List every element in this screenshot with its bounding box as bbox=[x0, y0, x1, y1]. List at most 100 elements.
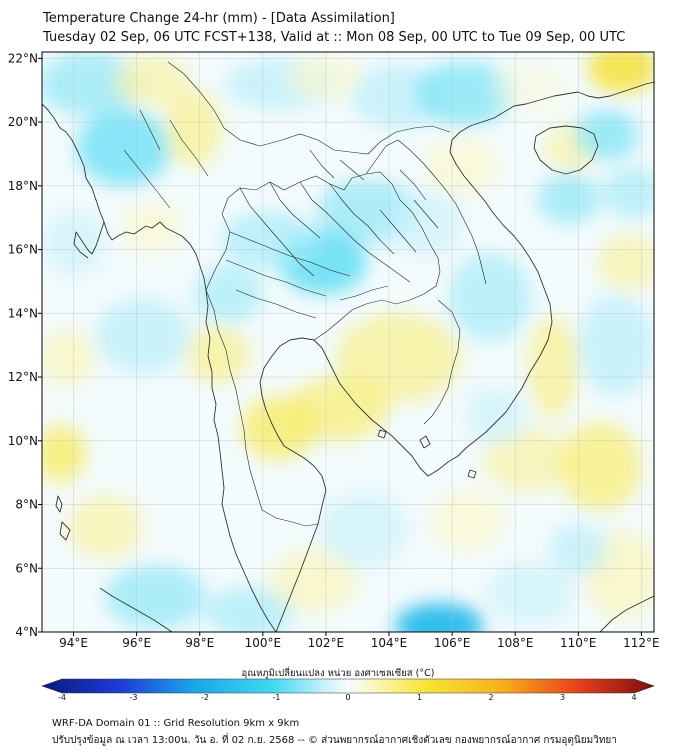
borders bbox=[123, 61, 487, 527]
anomaly-blob bbox=[597, 233, 654, 292]
coastline-con-dao bbox=[467, 469, 477, 479]
province-lines-central bbox=[225, 231, 351, 319]
anomaly-blob bbox=[76, 109, 172, 186]
border-thailand-malaysia bbox=[261, 509, 319, 527]
border-cambodia bbox=[423, 299, 461, 425]
lon-tick-label: 100°E bbox=[245, 636, 282, 650]
lat-tick-label: 8°N bbox=[15, 498, 38, 512]
anomaly-blob bbox=[537, 173, 601, 225]
colorbar-label: อุณหภูมิเปลี่ยนแปลง หน่วย องศาเซลเซียส (… bbox=[241, 668, 435, 679]
coastline-irrawaddy-delta bbox=[73, 221, 105, 259]
anomaly-blob bbox=[42, 52, 140, 116]
anomaly-blob bbox=[105, 565, 207, 629]
colorbar: -4 -3 -2 -1 0 1 2 3 4 bbox=[41, 678, 655, 702]
province-lines-laos bbox=[309, 149, 439, 229]
province-lines-myanmar bbox=[123, 109, 209, 209]
coastlines bbox=[42, 81, 654, 632]
lon-tick-label: 110°E bbox=[560, 636, 597, 650]
anomaly-blob bbox=[319, 491, 408, 569]
lat-tick-label: 12°N bbox=[8, 370, 38, 384]
anomaly-blob bbox=[486, 561, 576, 626]
lat-tick-label: 4°N bbox=[15, 625, 38, 639]
anomaly-blob bbox=[559, 421, 642, 511]
coastline-andaman-2 bbox=[59, 521, 71, 541]
anomaly-blob bbox=[206, 587, 295, 632]
colorbar-tick-label: 0 bbox=[345, 693, 350, 702]
lat-tick-label: 6°N bbox=[15, 561, 38, 575]
lon-tick-label: 104°E bbox=[371, 636, 408, 650]
lon-tick-label: 96°E bbox=[122, 636, 151, 650]
anomaly-blob bbox=[493, 61, 569, 113]
lat-tick-label: 22°N bbox=[8, 51, 38, 65]
anomaly-blob bbox=[335, 313, 462, 403]
lon-tick-label: 98°E bbox=[185, 636, 214, 650]
temperature-map: 22°N 20°N 18°N 16°N 14°N 12°N 10°N 8°N 6°N 4°N 94… bbox=[8, 51, 660, 702]
anomaly-blob bbox=[221, 211, 317, 269]
anomaly-blob bbox=[42, 329, 96, 387]
lon-tick-label: 102°E bbox=[308, 636, 345, 650]
anomaly-blob bbox=[430, 488, 506, 553]
anomaly-blob bbox=[42, 424, 87, 483]
colorbar-gradient bbox=[41, 678, 655, 694]
lon-tick-label: 112°E bbox=[623, 636, 660, 650]
map-title: Temperature Change 24-hr (mm) - [Data As… bbox=[43, 11, 395, 26]
footer-update-info: ปรับปรุงข้อมูล ณ เวลา 13:00น. วัน อ. ที่… bbox=[52, 735, 617, 746]
border-laos-vietnam bbox=[365, 139, 487, 285]
map-frame bbox=[41, 51, 655, 633]
anomaly-blob bbox=[395, 603, 484, 632]
colorbar-tick-label: -4 bbox=[58, 693, 66, 702]
coastline-sumatra bbox=[99, 587, 173, 632]
anomaly-blob bbox=[448, 252, 531, 342]
anomaly-blob bbox=[587, 52, 654, 94]
latitude-labels: 22°N 20°N 18°N 16°N 14°N 12°N 10°N 8°N 6°N 4°N bbox=[8, 51, 42, 639]
colorbar-ticks: -4 -3 -2 -1 0 1 2 3 4 bbox=[58, 693, 637, 702]
colorbar-tick-label: 4 bbox=[631, 693, 636, 702]
footer-model-info: WRF-DA Domain 01 :: Grid Resolution 9km … bbox=[52, 718, 300, 729]
coastline-borneo bbox=[599, 595, 654, 632]
anomaly-blob bbox=[603, 166, 654, 218]
anomaly-blob bbox=[95, 297, 191, 374]
anomaly-blob bbox=[389, 192, 465, 256]
lat-tick-label: 10°N bbox=[8, 434, 38, 448]
coastline-gulf-thailand bbox=[259, 81, 654, 632]
map-subtitle: Tuesday 02 Sep, 06 UTC FCST+138, Valid a… bbox=[43, 30, 626, 45]
lat-tick-label: 14°N bbox=[8, 306, 38, 320]
coastline-gulf-islands bbox=[377, 429, 387, 439]
anomaly-field bbox=[42, 52, 654, 632]
province-lines-east bbox=[339, 209, 417, 301]
border-myanmar-thailand bbox=[205, 289, 263, 511]
province-lines-north bbox=[239, 181, 395, 277]
lon-tick-label: 94°E bbox=[59, 636, 88, 650]
anomaly-blob bbox=[464, 386, 528, 444]
anomaly-blob bbox=[269, 549, 358, 613]
lat-tick-label: 18°N bbox=[8, 179, 38, 193]
lat-tick-label: 16°N bbox=[8, 243, 38, 257]
anomaly-blob bbox=[483, 428, 572, 492]
colorbar-tick-label: -1 bbox=[273, 693, 281, 702]
anomaly-blob bbox=[114, 55, 191, 107]
anomaly-blob bbox=[240, 396, 317, 460]
coastline-andaman-1 bbox=[55, 495, 63, 513]
colorbar-tick-label: 2 bbox=[488, 693, 493, 702]
lon-tick-label: 106°E bbox=[434, 636, 471, 650]
colorbar-tick-label: 3 bbox=[560, 693, 565, 702]
anomaly-blob bbox=[527, 316, 579, 419]
coastline-myanmar-west bbox=[42, 103, 277, 632]
anomaly-blob bbox=[193, 265, 263, 323]
anomaly-blob bbox=[575, 109, 639, 161]
anomaly-blob bbox=[187, 326, 251, 384]
colorbar-tick-label: -2 bbox=[201, 693, 209, 702]
anomaly-blob bbox=[423, 138, 500, 196]
colorbar-tick-label: 1 bbox=[417, 693, 422, 702]
anomaly-blob bbox=[67, 494, 143, 559]
coastline-phuquoc bbox=[419, 435, 431, 449]
lon-tick-label: 108°E bbox=[497, 636, 534, 650]
coastline-hainan bbox=[533, 125, 599, 175]
anomaly-blob bbox=[414, 61, 516, 126]
longitude-labels: 94°E 96°E 98°E 100°E 102°E 104°E 106°E 108°E 110… bbox=[59, 632, 660, 650]
border-china bbox=[167, 61, 451, 155]
anomaly-blob bbox=[578, 294, 654, 397]
border-thailand bbox=[205, 171, 441, 341]
colorbar-tick-label: -3 bbox=[130, 693, 138, 702]
lat-tick-label: 20°N bbox=[8, 115, 38, 129]
